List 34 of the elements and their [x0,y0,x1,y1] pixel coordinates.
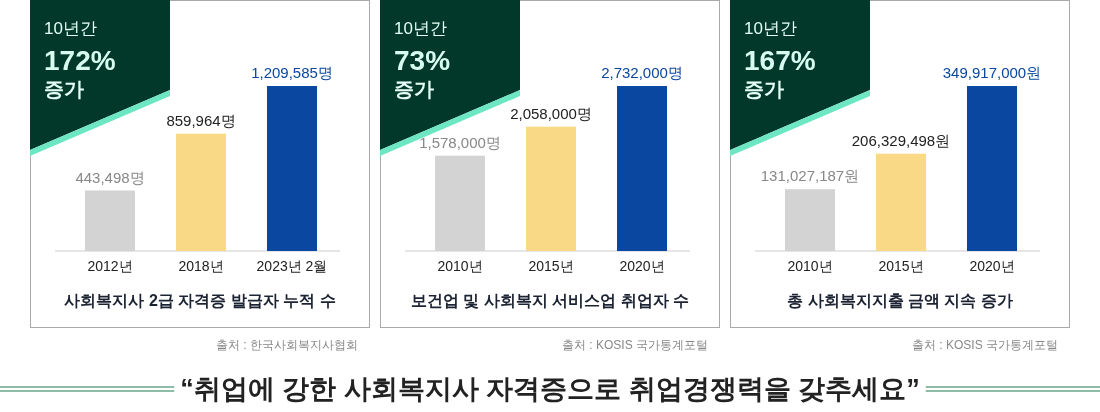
data-label: 349,917,000원 [942,64,1042,81]
x-tick-label: 2012년 [87,258,133,274]
x-tick-label: 2018년 [178,258,224,274]
x-tick-label: 2010년 [787,258,833,274]
x-tick-label: 2015년 [878,258,924,274]
source-note: 출처 : KOSIS 국가통계포털 [561,338,708,352]
annotation: 증가 [744,78,784,100]
x-tick-label: 2010년 [437,258,483,274]
text: 보건업 및 사회복지 서비스업 취업자 수 [410,292,690,309]
source-note: 출처 : KOSIS 국가통계포털 [911,338,1058,352]
data-label: 1,578,000명 [419,133,501,151]
text: 10년간 [44,19,97,38]
data-label: 443,498명 [75,168,145,186]
text: 167% [744,45,816,76]
annotation: 증가 [44,78,84,100]
data-label: 131,027,187원 [760,167,860,185]
text: 총 사회복지지출 금액 지속 증가 [787,292,1013,309]
data-label: 1,209,585명 [251,64,333,81]
data-label: 2,058,000명 [510,104,592,122]
x-tick-label: 2020년 [619,258,665,274]
data-label: 206,329,498원 [851,131,951,149]
text: “취업에 강한 사회복지사 자격증으로 취업경쟁력을 갖추세요” [180,374,920,404]
text: 10년간 [744,19,797,38]
annotation: 증가 [394,78,434,100]
text: 10년간 [394,19,447,38]
data-label: 2,732,000명 [601,64,683,81]
data-label: 859,964명 [166,111,236,129]
x-tick-label: 2020년 [969,258,1015,274]
x-tick-label: 2023년 2월 [256,258,328,274]
text: 172% [44,45,116,76]
text: 사회복지사 2급 자격증 발급자 누적 수 [64,292,336,309]
x-tick-label: 2015년 [528,258,574,274]
text: 73% [394,45,451,76]
source-note: 출처 : 한국사회복지사협회 [215,338,358,352]
